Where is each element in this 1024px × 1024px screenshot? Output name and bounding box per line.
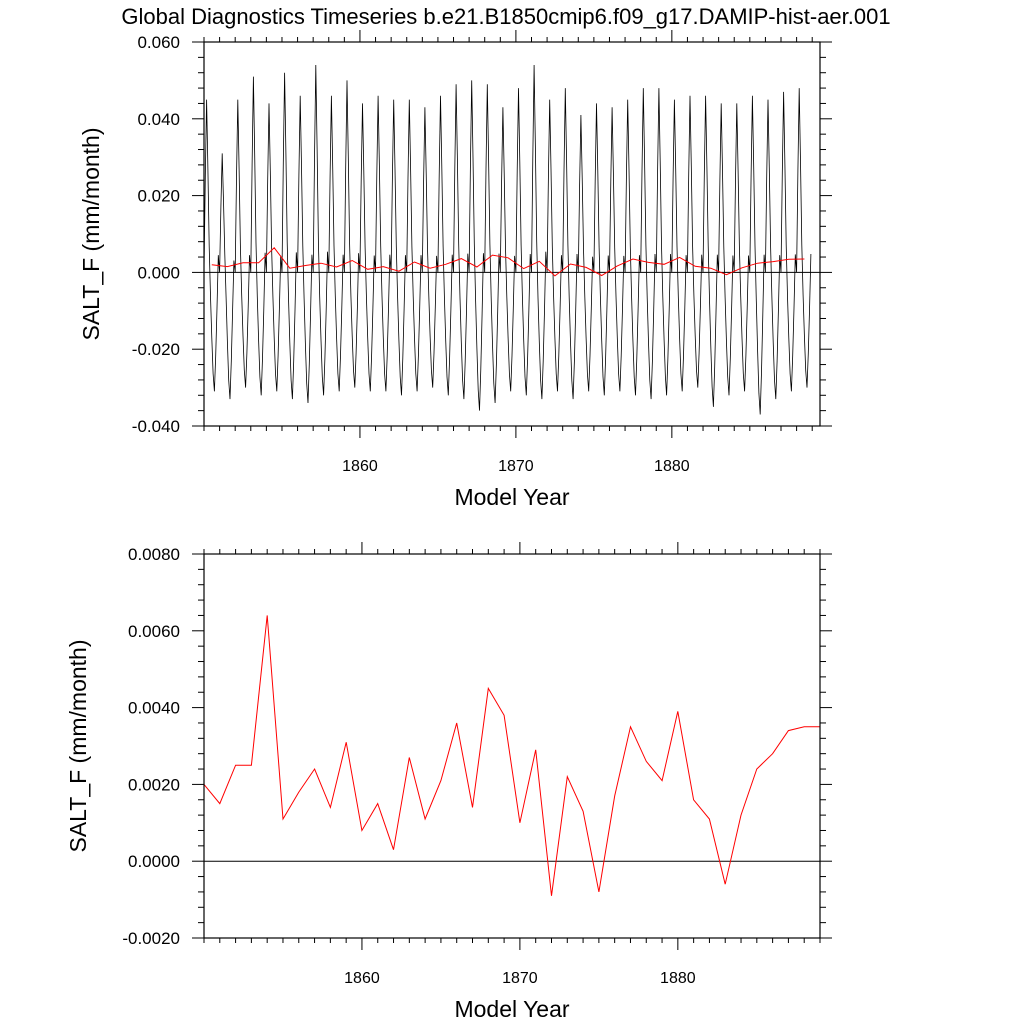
top-y-tick-labels: -0.040 -0.020 0.000 0.020 0.040 0.060	[132, 33, 180, 436]
top-x-tick-label: 1870	[498, 458, 534, 475]
bot-y-tick-label: 0.0020	[128, 775, 180, 794]
bot-y-tick-label: 0.0060	[128, 622, 180, 641]
bot-y-tick-label: -0.0020	[122, 929, 180, 948]
top-y-tick-label: -0.040	[132, 417, 180, 436]
figure-title: Global Diagnostics Timeseries b.e21.B185…	[121, 4, 890, 29]
bot-x-tick-label: 1860	[344, 970, 380, 987]
bot-x-tick-label: 1880	[660, 970, 696, 987]
bot-y-tick-label: 0.0080	[128, 545, 180, 564]
top-x-axis-label: Model Year	[454, 484, 569, 510]
top-y-tick-label: 0.000	[137, 263, 180, 282]
bot-x-tick-label: 1870	[502, 970, 538, 987]
top-y-tick-label: 0.040	[137, 110, 180, 129]
bottom-panel: -0.0020 0.0000 0.0020 0.0040 0.0060 0.0080 18…	[65, 542, 832, 1022]
bottom-x-axis-label: Model Year	[454, 996, 569, 1022]
top-panel: -0.040 -0.020 0.000 0.020 0.040 0.060 1860 187…	[78, 30, 832, 510]
top-x-tick-label: 1880	[654, 458, 690, 475]
bottom-axis-ticks	[192, 542, 832, 950]
bot-y-tick-label: 0.0000	[128, 852, 180, 871]
top-plot-frame	[203, 41, 821, 427]
bot-y-tick-label: 0.0040	[128, 699, 180, 718]
top-y-tick-label: 0.020	[137, 187, 180, 206]
bottom-x-tick-labels: 1860 1870 1880	[344, 970, 696, 987]
bottom-annual-series-line	[203, 615, 820, 896]
top-y-tick-label: 0.060	[137, 33, 180, 52]
bottom-plot-frame	[203, 553, 821, 939]
top-axis-ticks	[192, 30, 832, 438]
top-y-axis-label: SALT_F (mm/month)	[78, 128, 104, 341]
top-annual-series-line	[211, 247, 805, 277]
top-x-tick-labels: 1860 1870 1880	[342, 458, 690, 475]
bottom-y-tick-labels: -0.0020 0.0000 0.0020 0.0040 0.0060 0.0080	[122, 545, 180, 948]
bottom-y-axis-label: SALT_F (mm/month)	[65, 640, 91, 853]
top-x-tick-label: 1860	[342, 458, 378, 475]
top-y-tick-label: -0.020	[132, 340, 180, 359]
top-monthly-series-line	[203, 64, 812, 415]
